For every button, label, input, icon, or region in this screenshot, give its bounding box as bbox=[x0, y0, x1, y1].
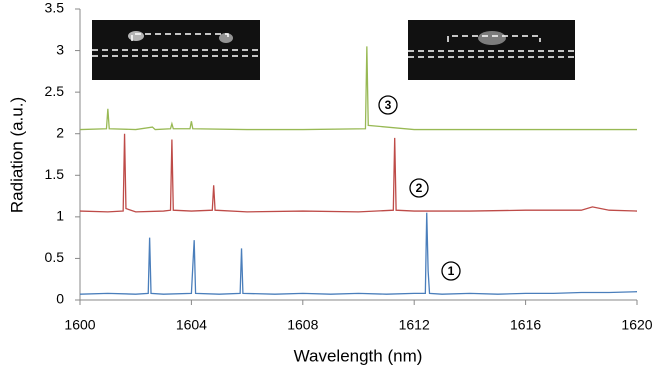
annotation-circle bbox=[441, 261, 461, 281]
y-tick-label: 1.5 bbox=[45, 166, 65, 182]
annotation-circle bbox=[409, 178, 429, 198]
annotation: 1 bbox=[448, 264, 455, 278]
annotation-circle bbox=[378, 95, 398, 115]
x-tick-label: 1600 bbox=[64, 317, 95, 333]
series-line bbox=[79, 46, 637, 131]
inset-image-right bbox=[408, 20, 575, 80]
y-tick-label: 2.5 bbox=[45, 83, 65, 99]
y-tick-label: 3.5 bbox=[45, 0, 65, 16]
x-tick-label: 1608 bbox=[287, 317, 318, 333]
annotation: 2 bbox=[416, 181, 423, 195]
series-line bbox=[79, 212, 638, 295]
x-tick-label: 1612 bbox=[399, 317, 430, 333]
y-tick-label: 0.5 bbox=[45, 249, 65, 265]
annotation: 3 bbox=[385, 98, 392, 112]
y-tick-label: 2 bbox=[56, 124, 64, 140]
y-tick-label: 0 bbox=[56, 291, 64, 307]
y-tick-label: 1 bbox=[56, 208, 64, 224]
x-tick-label: 1604 bbox=[176, 317, 207, 333]
x-tick-label: 1620 bbox=[621, 317, 652, 333]
series-line bbox=[79, 133, 638, 213]
y-axis-title: Radiation (a.u.) bbox=[7, 97, 26, 213]
inset-image-left bbox=[92, 20, 260, 80]
y-tick-label: 3 bbox=[56, 41, 64, 57]
x-axis-title: Wavelength (nm) bbox=[294, 346, 423, 365]
x-tick-label: 1616 bbox=[510, 317, 541, 333]
